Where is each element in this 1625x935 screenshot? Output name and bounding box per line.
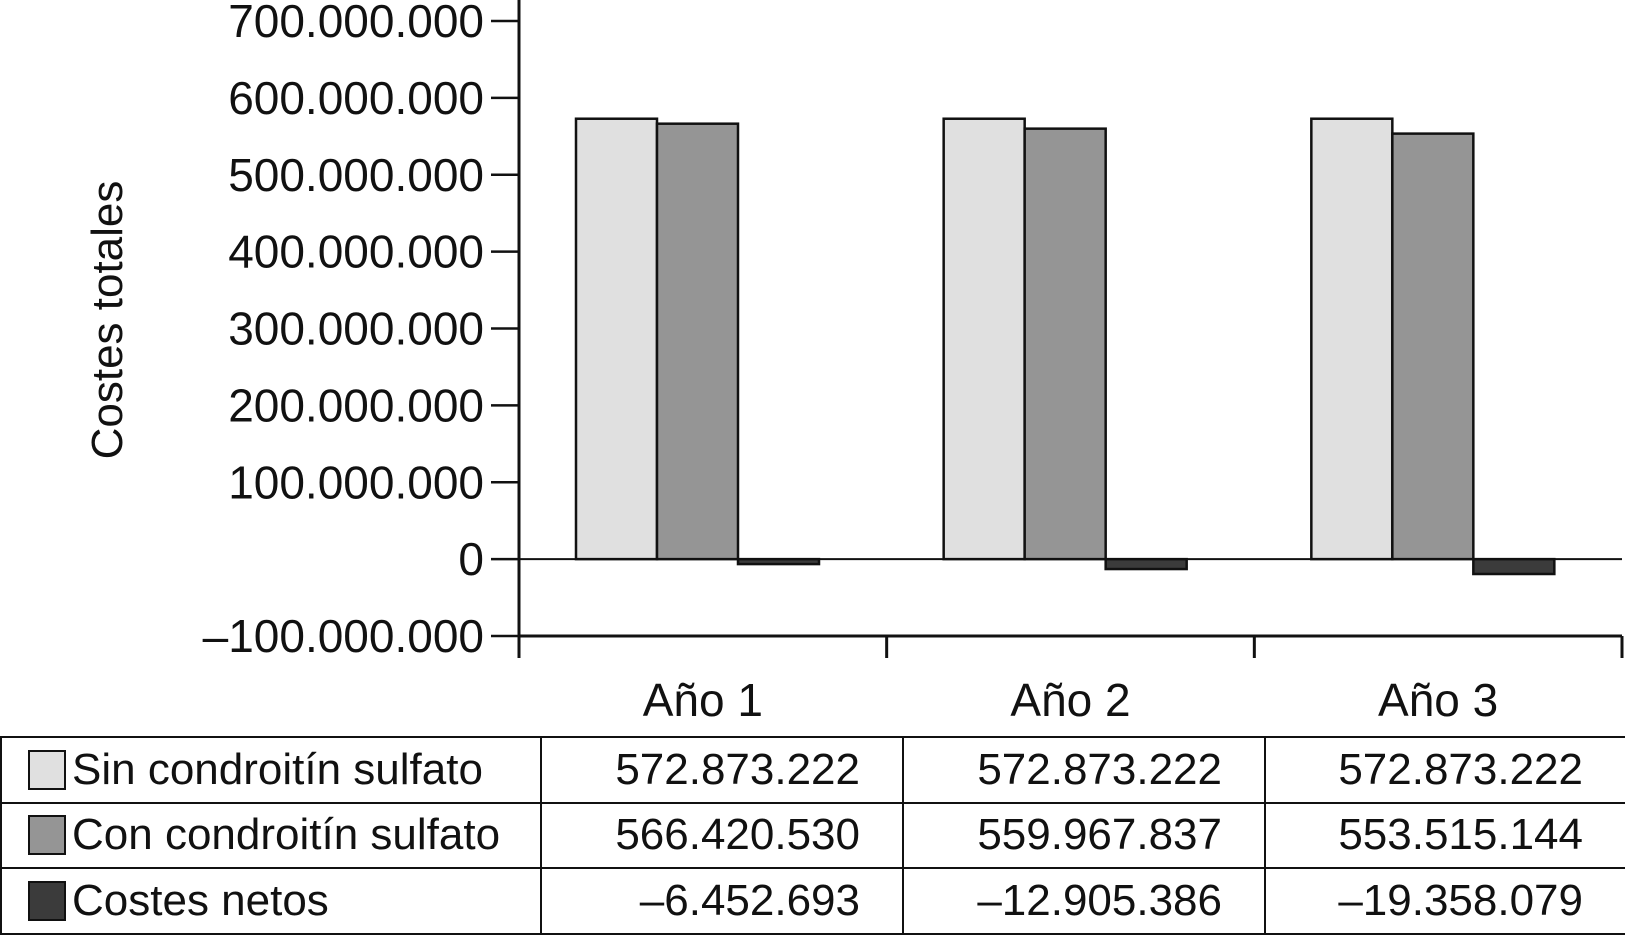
legend-label: Con condroitín sulfato xyxy=(72,810,501,860)
bar-3-3 xyxy=(1472,557,1556,576)
table-cell-value: 566.420.530 xyxy=(540,801,904,870)
bar-2-1 xyxy=(655,122,740,561)
y-axis-ticks: –100.000.000 0 100.000.000 200.000.000 300.0… xyxy=(203,0,519,662)
bar-1-3 xyxy=(1310,117,1394,561)
data-table: Sin condroitín sulfato 572.873.222 572.873… xyxy=(0,736,1625,935)
table-row: Con condroitín sulfato 566.420.530 559.967… xyxy=(0,801,1625,870)
bar-group xyxy=(574,117,1556,576)
bar-1-2 xyxy=(942,117,1026,561)
axes xyxy=(517,0,1624,658)
legend-cell: Costes netos xyxy=(0,867,542,935)
bar-1-1 xyxy=(574,117,659,561)
legend-cell: Con condroitín sulfato xyxy=(0,801,542,870)
bar-3-2 xyxy=(1104,557,1188,571)
y-tick-label: 400.000.000 xyxy=(228,226,484,278)
y-tick-label: 500.000.000 xyxy=(228,149,484,201)
legend-swatch xyxy=(28,749,66,790)
legend-cell: Sin condroitín sulfato xyxy=(0,736,542,804)
legend-swatch xyxy=(28,815,66,856)
table-cell-value: 572.873.222 xyxy=(902,736,1266,804)
table-cell-value: 553.515.144 xyxy=(1264,801,1625,870)
legend-label: Costes netos xyxy=(72,876,329,926)
y-tick-label: 600.000.000 xyxy=(228,72,484,124)
y-axis-label: Costes totales xyxy=(83,181,132,460)
table-cell-value: –6.452.693 xyxy=(540,867,904,935)
legend-label: Sin condroitín sulfato xyxy=(72,744,483,794)
table-cell-value: 572.873.222 xyxy=(540,736,904,804)
y-tick-label: 100.000.000 xyxy=(228,456,484,508)
table-cell-value: –19.358.079 xyxy=(1264,867,1625,935)
table-cell-value: –12.905.386 xyxy=(902,867,1266,935)
x-category-label: Año 3 xyxy=(1378,674,1498,726)
table-row: Costes netos –6.452.693 –12.905.386 –19.358… xyxy=(0,867,1625,935)
bar-2-2 xyxy=(1023,127,1107,561)
y-tick-label: –100.000.000 xyxy=(203,610,484,662)
table-row: Sin condroitín sulfato 572.873.222 572.873… xyxy=(0,736,1625,804)
y-tick-label: 300.000.000 xyxy=(228,303,484,355)
bar-chart: –100.000.000 0 100.000.000 200.000.000 300.0… xyxy=(83,0,1624,726)
y-tick-label: 200.000.000 xyxy=(228,379,484,431)
y-tick-label: 0 xyxy=(458,533,484,585)
bar-2-3 xyxy=(1391,132,1475,561)
table-cell-value: 572.873.222 xyxy=(1264,736,1625,804)
x-axis-categories: Año 1 Año 2 Año 3 xyxy=(643,674,1499,726)
table-cell-value: 559.967.837 xyxy=(902,801,1266,870)
x-category-label: Año 1 xyxy=(643,674,763,726)
x-category-label: Año 2 xyxy=(1010,674,1130,726)
legend-swatch xyxy=(28,881,66,922)
y-tick-label: 700.000.000 xyxy=(228,0,484,47)
